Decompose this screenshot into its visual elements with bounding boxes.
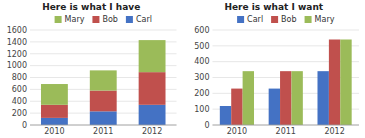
bar <box>269 89 280 125</box>
x-axis-line <box>30 125 177 126</box>
y-tick-label: 1000 <box>7 61 27 70</box>
bar-segment <box>41 84 68 105</box>
grid-line <box>30 125 177 126</box>
legend-label: Bob <box>281 15 296 24</box>
bar <box>220 106 231 125</box>
grid-line <box>30 30 177 31</box>
legend-item: Bob <box>92 15 117 24</box>
bar-segment <box>139 40 166 72</box>
legend: Mary Bob Carl <box>55 15 152 24</box>
bar-segment <box>41 118 68 125</box>
x-tick-label: 2010 <box>227 127 247 136</box>
y-tick-label: 500 <box>194 42 209 51</box>
y-tick-label: 800 <box>12 73 27 82</box>
x-tick-label: 2010 <box>44 127 64 136</box>
bar-segment <box>90 70 117 90</box>
y-tick-label: 1600 <box>7 26 27 35</box>
y-tick-label: 100 <box>194 105 209 114</box>
legend-swatch <box>305 16 312 23</box>
legend-item: Mary <box>305 15 335 24</box>
legend-label: Mary <box>315 15 335 24</box>
bar <box>340 40 351 126</box>
legend-item: Carl <box>237 15 263 24</box>
bar <box>317 71 328 125</box>
bar <box>280 71 291 125</box>
x-tick-label: 2012 <box>324 127 344 136</box>
legend-swatch <box>271 16 278 23</box>
y-tick-label: 400 <box>12 97 27 106</box>
chart-panel: Here is what I want Carl Bob Mary 0 100 200 300… <box>194 2 359 136</box>
bars <box>220 40 352 126</box>
legend-label: Carl <box>247 15 263 24</box>
y-tick-label: 0 <box>204 121 209 130</box>
bar <box>329 40 340 126</box>
y-tick-label: 1200 <box>7 50 27 59</box>
bar-segment <box>139 105 166 125</box>
bar-segment <box>41 105 68 118</box>
y-tick-label: 600 <box>194 26 209 35</box>
legend-item: Mary <box>55 15 85 24</box>
bar <box>231 89 242 125</box>
x-axis-line <box>213 125 360 126</box>
y-tick-label: 200 <box>194 89 209 98</box>
y-tick-label: 200 <box>12 109 27 118</box>
legend-swatch <box>92 16 99 23</box>
chart-title: Here is what I want <box>224 2 323 12</box>
y-tick-label: 0 <box>22 121 27 130</box>
legend-label: Bob <box>102 15 117 24</box>
x-tick-label: 2011 <box>93 127 113 136</box>
bar-segment <box>139 72 166 105</box>
legend-swatch <box>237 16 244 23</box>
x-tick-label: 2012 <box>142 127 162 136</box>
legend-label: Mary <box>65 15 85 24</box>
bar-segment <box>90 111 117 125</box>
legend-item: Carl <box>126 15 152 24</box>
y-tick-label: 1400 <box>7 38 27 47</box>
legend-swatch <box>126 16 133 23</box>
bar <box>243 71 254 125</box>
grid-line <box>213 30 360 31</box>
y-tick-label: 400 <box>194 57 209 66</box>
x-tick-label: 2011 <box>276 127 296 136</box>
chart-panel: Here is what I have Mary Bob Carl 0 200 400 600… <box>7 2 177 136</box>
y-tick-label: 600 <box>12 85 27 94</box>
chart-root: Here is what I have Mary Bob Carl 0 200 400 600… <box>0 0 365 138</box>
legend: Carl Bob Mary <box>237 15 335 24</box>
legend-swatch <box>55 16 62 23</box>
y-tick-label: 300 <box>194 73 209 82</box>
legend-label: Carl <box>136 15 152 24</box>
chart-title: Here is what I have <box>42 2 140 12</box>
bars <box>41 40 166 125</box>
bar <box>291 71 302 125</box>
bar-segment <box>90 91 117 112</box>
grid-line <box>213 125 360 126</box>
legend-item: Bob <box>271 15 296 24</box>
